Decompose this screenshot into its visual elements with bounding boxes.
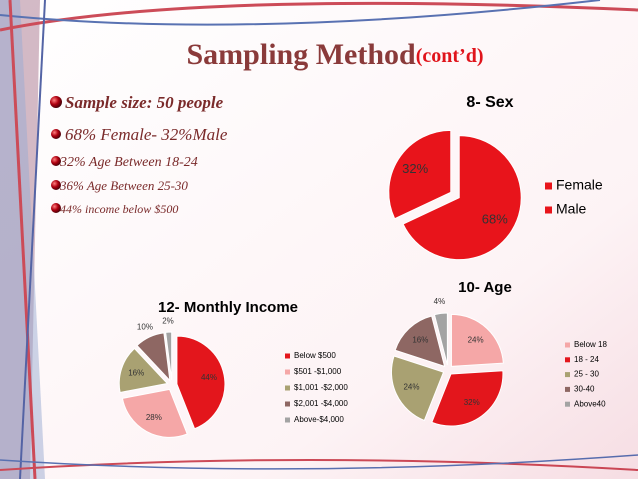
bullet-dot [51, 203, 61, 213]
legend-swatch [285, 401, 290, 407]
legend-label: Below $500 [294, 351, 336, 360]
title-main: Sampling Method [187, 38, 417, 71]
data-label: 44% [201, 373, 217, 382]
data-label: 16% [128, 368, 144, 377]
data-label: 24% [403, 382, 419, 391]
data-label: 28% [146, 413, 162, 422]
legend-swatch [545, 206, 552, 214]
data-label: 10% [137, 323, 153, 332]
pie-slice [118, 347, 169, 394]
legend-label: Below 18 [574, 340, 607, 349]
bullet-dot [51, 156, 61, 166]
legend-label: 25 - 30 [574, 370, 599, 379]
pie-slice [394, 315, 446, 368]
legend-swatch [285, 385, 290, 391]
legend-label: Above-$4,000 [294, 415, 344, 424]
bullet-text: Sample size: 50 people [65, 93, 224, 112]
legend-label: $2,001 -$4,000 [294, 399, 348, 408]
legend-label: 30-40 [574, 385, 595, 394]
pie-slice [176, 335, 226, 430]
legend-swatch [565, 386, 570, 392]
bullet-dot [51, 129, 61, 139]
legend-swatch [285, 353, 290, 359]
legend-label: $501 -$1,000 [294, 367, 342, 376]
bullet-text: 44% income below $500 [60, 202, 178, 216]
legend-label: Male [556, 201, 587, 217]
bullet-dot [51, 180, 61, 190]
legend-swatch [565, 357, 570, 363]
chart-title: 10- Age [458, 279, 512, 296]
legend-swatch [565, 401, 570, 407]
data-label: 68% [482, 212, 508, 227]
pie-slice [390, 355, 445, 422]
pie-slice [431, 370, 504, 427]
legend-swatch [285, 417, 290, 423]
pie-slice [388, 129, 452, 220]
data-label: 24% [468, 336, 484, 345]
data-label: 32% [402, 161, 428, 176]
bullet-text: 36% Age Between 25-30 [59, 178, 188, 193]
data-label: 32% [464, 398, 480, 407]
legend-swatch [285, 369, 290, 375]
slide-title: Sampling Method(cont’d) [187, 38, 484, 71]
title-suffix: (cont’d) [416, 45, 484, 67]
legend-label: Above40 [574, 399, 606, 408]
data-label: 16% [412, 336, 428, 345]
legend-swatch [565, 372, 570, 378]
pie-slice [136, 332, 171, 382]
chart-title: 12- Monthly Income [158, 299, 298, 316]
pie-slice [450, 313, 504, 367]
data-label: 2% [162, 317, 174, 326]
legend-label: Female [556, 177, 603, 193]
legend-label: $1,001 -$2,000 [294, 383, 348, 392]
pie-slice [165, 331, 173, 381]
legend-label: 18 - 24 [574, 355, 599, 364]
pie-slice [433, 312, 448, 366]
pie-slice [121, 388, 188, 438]
data-label: 4% [434, 297, 446, 306]
bullet-text: 68% Female- 32%Male [65, 125, 228, 144]
legend-swatch [565, 342, 570, 348]
pie-slice [402, 135, 522, 261]
bullet-text: 32% Age Between 18-24 [59, 155, 198, 170]
bullet-dot [50, 96, 62, 108]
chart-title: 8- Sex [466, 94, 513, 111]
legend-swatch [545, 182, 552, 190]
